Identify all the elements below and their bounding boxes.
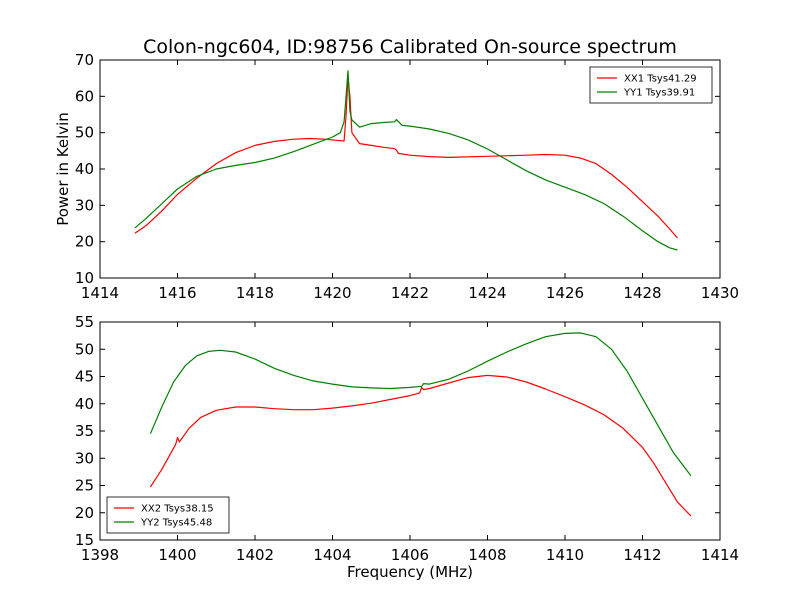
bottom-legend: XX2 Tsys38.15 YY2 Tsys45.48 [106,496,230,534]
bottom-x-tick-label: 1404 [313,546,351,564]
bottom-y-tick-label: 45 [75,368,94,386]
top-legend-label-1: XX1 Tsys41.29 [624,74,697,85]
top-y-tick-label: 50 [75,124,94,142]
bottom-y-tick-label: 25 [75,477,94,495]
top-series-line-1 [134,75,678,239]
top-y-tick-label: 70 [75,51,94,69]
top-x-tick-label: 1420 [313,284,351,302]
bottom-x-tick-label: 1414 [701,546,739,564]
figure-title: Colon-ngc604, ID:98756 Calibrated On-sou… [143,36,677,58]
bottom-legend-label-2: YY2 Tsys45.48 [140,518,212,529]
bottom-legend-label-1: XX2 Tsys38.15 [141,504,214,515]
top-legend-label-2: YY1 Tsys39.91 [623,88,695,99]
bottom-y-tick-label: 55 [75,313,94,331]
bottom-x-tick-label: 1406 [391,546,429,564]
top-panel: 1414 1416 1418 1420 1422 1424 1426 1428 1430 10 20… [54,51,739,302]
top-y-tick-label: 10 [75,269,94,287]
bottom-y-tick-label: 30 [75,449,94,467]
top-x-tick-label: 1428 [623,284,661,302]
top-x-tick-label: 1422 [391,284,429,302]
top-y-tick-label: 60 [75,87,94,105]
top-x-tick-label: 1424 [468,284,506,302]
top-x-tick-label: 1426 [546,284,584,302]
bottom-y-tick-label: 40 [75,395,94,413]
bottom-y-tick-label: 20 [75,504,94,522]
bottom-y-tick-label: 35 [75,422,94,440]
top-series-line-2 [134,70,678,251]
top-y-axis-label: Power in Kelvin [54,112,72,226]
top-y-tick-label: 20 [75,233,94,251]
bottom-x-tick-label: 1400 [158,546,196,564]
top-legend: XX1 Tsys41.29 YY1 Tsys39.91 [589,66,713,104]
top-y-tick-label: 40 [75,160,94,178]
bottom-x-tick-label: 1402 [236,546,274,564]
bottom-x-tick-label: 1398 [81,546,119,564]
top-x-tick-label: 1418 [236,284,274,302]
bottom-y-tick-label: 50 [75,340,94,358]
bottom-legend-box [106,496,230,534]
bottom-x-tick-label: 1408 [468,546,506,564]
top-y-tick-label: 30 [75,196,94,214]
top-x-tick-label: 1430 [701,284,739,302]
top-legend-box [589,66,713,104]
bottom-series-line-2 [149,332,692,477]
top-x-tick-label: 1414 [81,284,119,302]
top-x-tick-label: 1416 [158,284,196,302]
bottom-series-line-1 [149,374,692,517]
bottom-y-tick-label: 15 [75,531,94,549]
bottom-x-axis-label: Frequency (MHz) [347,563,473,581]
bottom-x-tick-label: 1412 [623,546,661,564]
bottom-panel: 1398 1400 1402 1404 1406 1408 1410 1412 1414 15 20… [75,313,739,581]
bottom-x-tick-label: 1410 [546,546,584,564]
